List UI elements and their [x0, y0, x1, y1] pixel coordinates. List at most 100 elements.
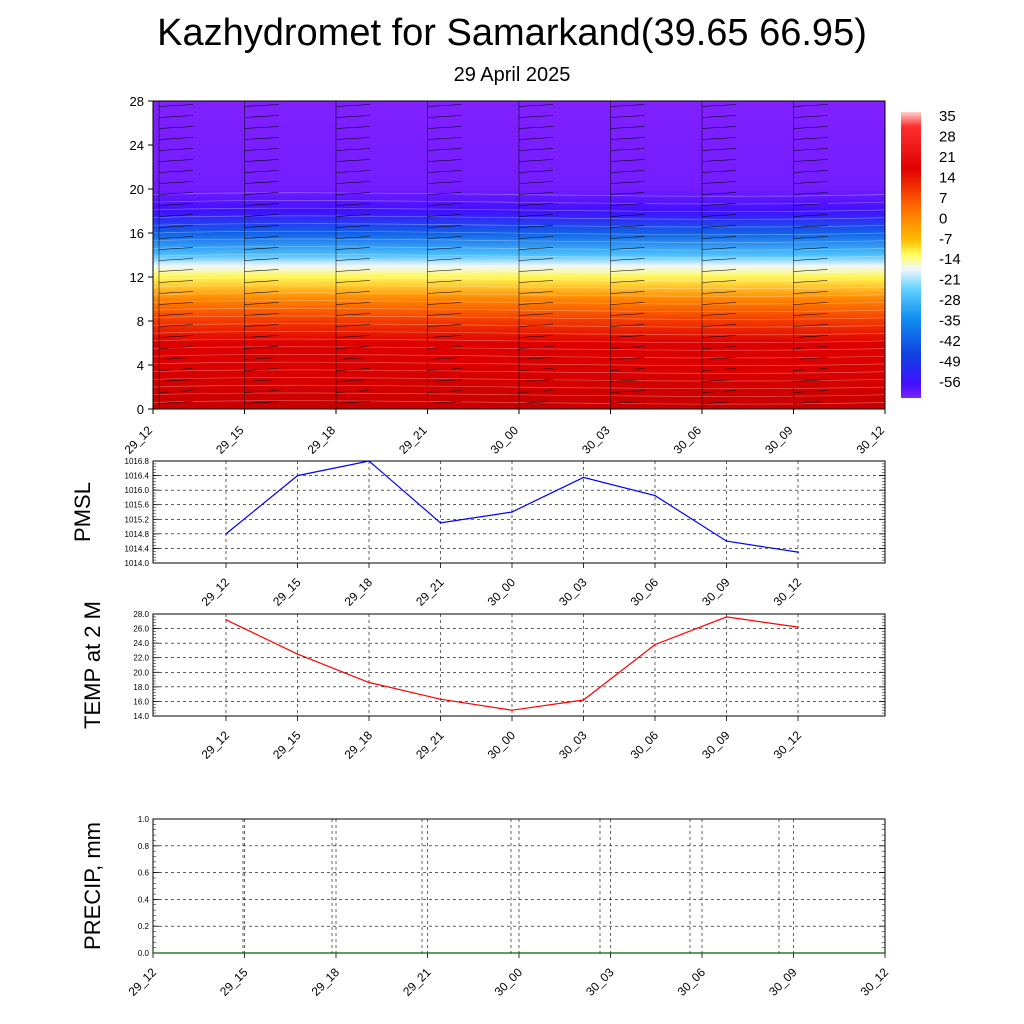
wind-barb: [610, 269, 645, 272]
wind-barb: [427, 368, 462, 371]
wind-barb: [158, 324, 194, 327]
wind-barb: [701, 137, 737, 140]
section-time-axis: 29_12 29_15 29_18 29_21 30_00 30_03 30_06 30_09…: [122, 409, 887, 457]
data-point: [439, 698, 442, 701]
data-point: [792, 952, 795, 954]
wind-barb: [244, 203, 279, 206]
x-tick-label: 30_00: [488, 423, 522, 457]
data-point: [725, 540, 728, 542]
wind-barb: [610, 159, 645, 162]
wind-barb: [701, 280, 737, 283]
wind-barb: [335, 236, 371, 239]
x-tick-label: 30_03: [579, 423, 613, 457]
y-tick-label: 20.0: [133, 668, 149, 677]
data-point: [797, 551, 799, 553]
wind-barb: [610, 192, 645, 195]
wind-barb: [335, 247, 371, 250]
wind-barb: [518, 379, 554, 382]
y-axis-title: PRECIP, mm: [80, 822, 105, 950]
wind-barb: [518, 214, 554, 217]
x-tick-label: 29_21: [413, 575, 447, 609]
x-tick-label: 29_21: [396, 423, 430, 457]
wind-barb: [335, 126, 371, 129]
wind-barb: [427, 159, 462, 162]
wind-barb: [427, 236, 462, 239]
colorbar-label: -7: [939, 231, 952, 248]
colorbar-label: 21: [939, 149, 956, 166]
wind-barb: [701, 302, 737, 305]
wind-barb: [335, 137, 371, 140]
data-point: [152, 952, 154, 954]
wind-barb: [244, 192, 279, 195]
wind-barb: [610, 368, 645, 371]
wind-barb: [244, 104, 279, 107]
wind-barb: [701, 181, 737, 184]
wind-barb: [427, 324, 462, 327]
wind-barb: [244, 368, 279, 371]
colorbar-label: 7: [939, 190, 947, 207]
wind-barb: [701, 346, 737, 349]
wind-barb: [701, 236, 737, 239]
x-tick-label: 29_15: [270, 575, 304, 609]
wind-barb: [518, 203, 554, 206]
x-tick-label: 29_12: [199, 728, 233, 762]
colorbar-label: 28: [939, 128, 956, 145]
wind-barb: [701, 269, 737, 272]
data-point: [296, 653, 299, 655]
wind-barb: [610, 181, 645, 184]
wind-barb: [244, 346, 279, 349]
wind-barb: [427, 401, 462, 404]
y-tick-label: 22.0: [133, 654, 149, 663]
x-tick-label: 29_18: [342, 728, 376, 762]
wind-barb: [701, 291, 737, 294]
wind-barb: [701, 258, 737, 261]
wind-barb: [610, 203, 645, 206]
data-point: [654, 494, 656, 497]
data-point: [582, 699, 585, 701]
wind-barb: [793, 313, 828, 316]
wind-barb: [793, 104, 828, 107]
wind-barb: [158, 236, 194, 239]
data-point: [368, 681, 370, 684]
colorbar-label: 35: [939, 108, 956, 125]
y-tick-label: 16.0: [133, 697, 149, 706]
y-tick-label: 0: [137, 402, 144, 417]
wind-barb: [158, 379, 194, 382]
wind-barb: [158, 302, 194, 305]
colorbar-label: 0: [939, 210, 947, 227]
wind-barb: [793, 324, 828, 327]
wind-barb: [610, 137, 645, 140]
wind-barb: [793, 368, 828, 371]
wind-barb: [335, 335, 371, 338]
x-tick-label: 29_18: [342, 575, 376, 609]
wind-barb: [610, 379, 645, 382]
wind-barb: [518, 324, 554, 327]
y-tick-label: 28.0: [133, 610, 149, 619]
y-tick-label: 20: [130, 182, 144, 197]
x-tick-label: 29_21: [400, 965, 434, 999]
data-point: [884, 952, 886, 954]
wind-barb: [793, 269, 828, 272]
wind-barb: [158, 104, 194, 107]
wind-barb: [158, 269, 194, 272]
wind-barb: [518, 280, 554, 283]
wind-barb: [610, 115, 645, 118]
y-tick-label: 1.0: [138, 815, 150, 824]
wind-barb: [427, 335, 462, 338]
wind-barb: [427, 379, 462, 382]
wind-barb: [701, 214, 737, 217]
data-point: [797, 626, 799, 628]
wind-barb: [793, 390, 828, 393]
y-tick-label: 16: [130, 226, 144, 241]
wind-barb: [518, 247, 554, 250]
wind-barb: [335, 368, 371, 371]
wind-barb: [158, 225, 194, 228]
colorbar: 35 28 21 14 7 0 -7 -14 -21 -28 -35 -42 -49 -56: [901, 108, 961, 398]
wind-barb: [793, 137, 828, 140]
wind-barb: [335, 280, 371, 283]
wind-barb: [244, 181, 279, 184]
y-tick-label: 1014.8: [125, 530, 150, 539]
wind-barb: [793, 247, 828, 250]
wind-barb: [518, 104, 554, 107]
